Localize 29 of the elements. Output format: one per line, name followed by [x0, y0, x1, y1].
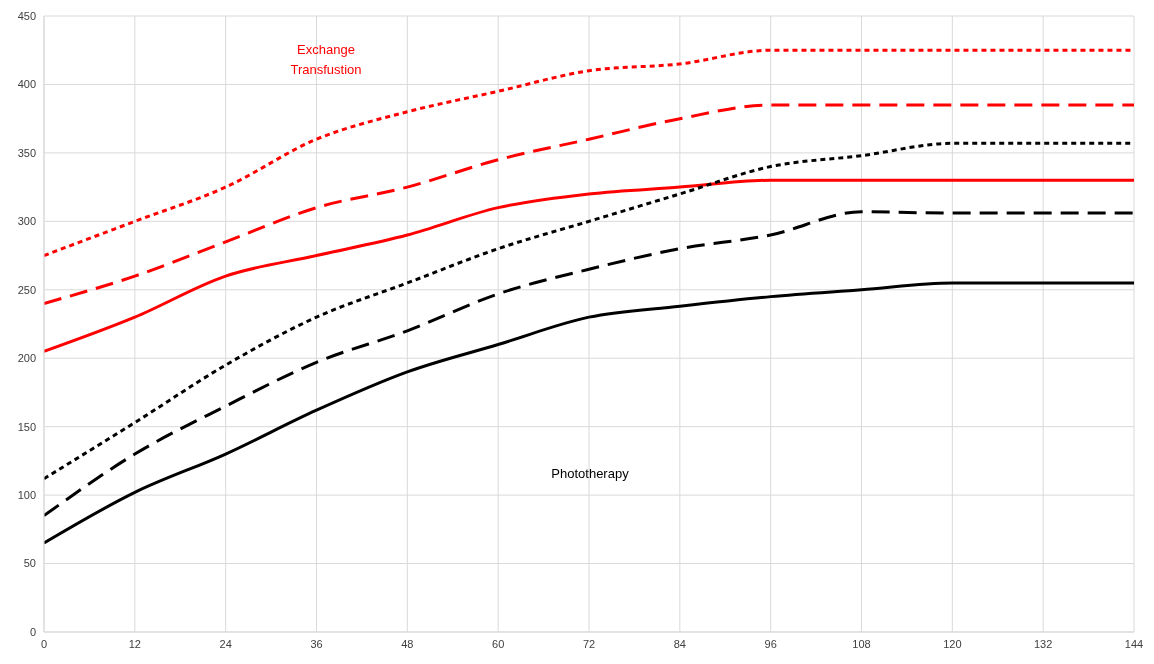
x-tick-label: 60	[492, 637, 505, 650]
y-tick-label: 350	[17, 146, 36, 159]
y-tick-label: 200	[17, 352, 36, 365]
x-tick-label: 120	[943, 637, 962, 650]
annotation: Exchange Transfustion	[290, 41, 362, 79]
x-tick-label: 72	[582, 637, 596, 650]
y-tick-label: 150	[17, 420, 36, 433]
x-tick-label: 84	[673, 637, 686, 650]
x-tick-label: 24	[219, 637, 232, 650]
x-tick-label: 96	[764, 637, 777, 650]
x-tick-label: 144	[1124, 637, 1144, 650]
y-tick-label: 400	[17, 78, 36, 91]
x-tick-label: 48	[401, 637, 414, 650]
x-tick-label: 36	[310, 637, 323, 650]
line-series	[44, 210, 1134, 518]
line-series	[44, 103, 1134, 305]
y-tick-label: 100	[17, 489, 36, 502]
line-series	[44, 178, 1134, 353]
y-tick-label: 300	[17, 215, 36, 228]
y-tick-label: 250	[17, 283, 36, 296]
annotation: Phototherapy	[551, 465, 629, 483]
y-tick-label: 0	[29, 625, 36, 638]
x-tick-label: 0	[40, 637, 48, 650]
line-series	[44, 281, 1134, 545]
x-tick-label: 108	[852, 637, 871, 650]
y-tick-label: 50	[23, 557, 36, 570]
x-tick-label: 12	[128, 637, 141, 650]
x-tick-label: 132	[1033, 637, 1053, 650]
y-tick-label: 450	[17, 9, 36, 22]
